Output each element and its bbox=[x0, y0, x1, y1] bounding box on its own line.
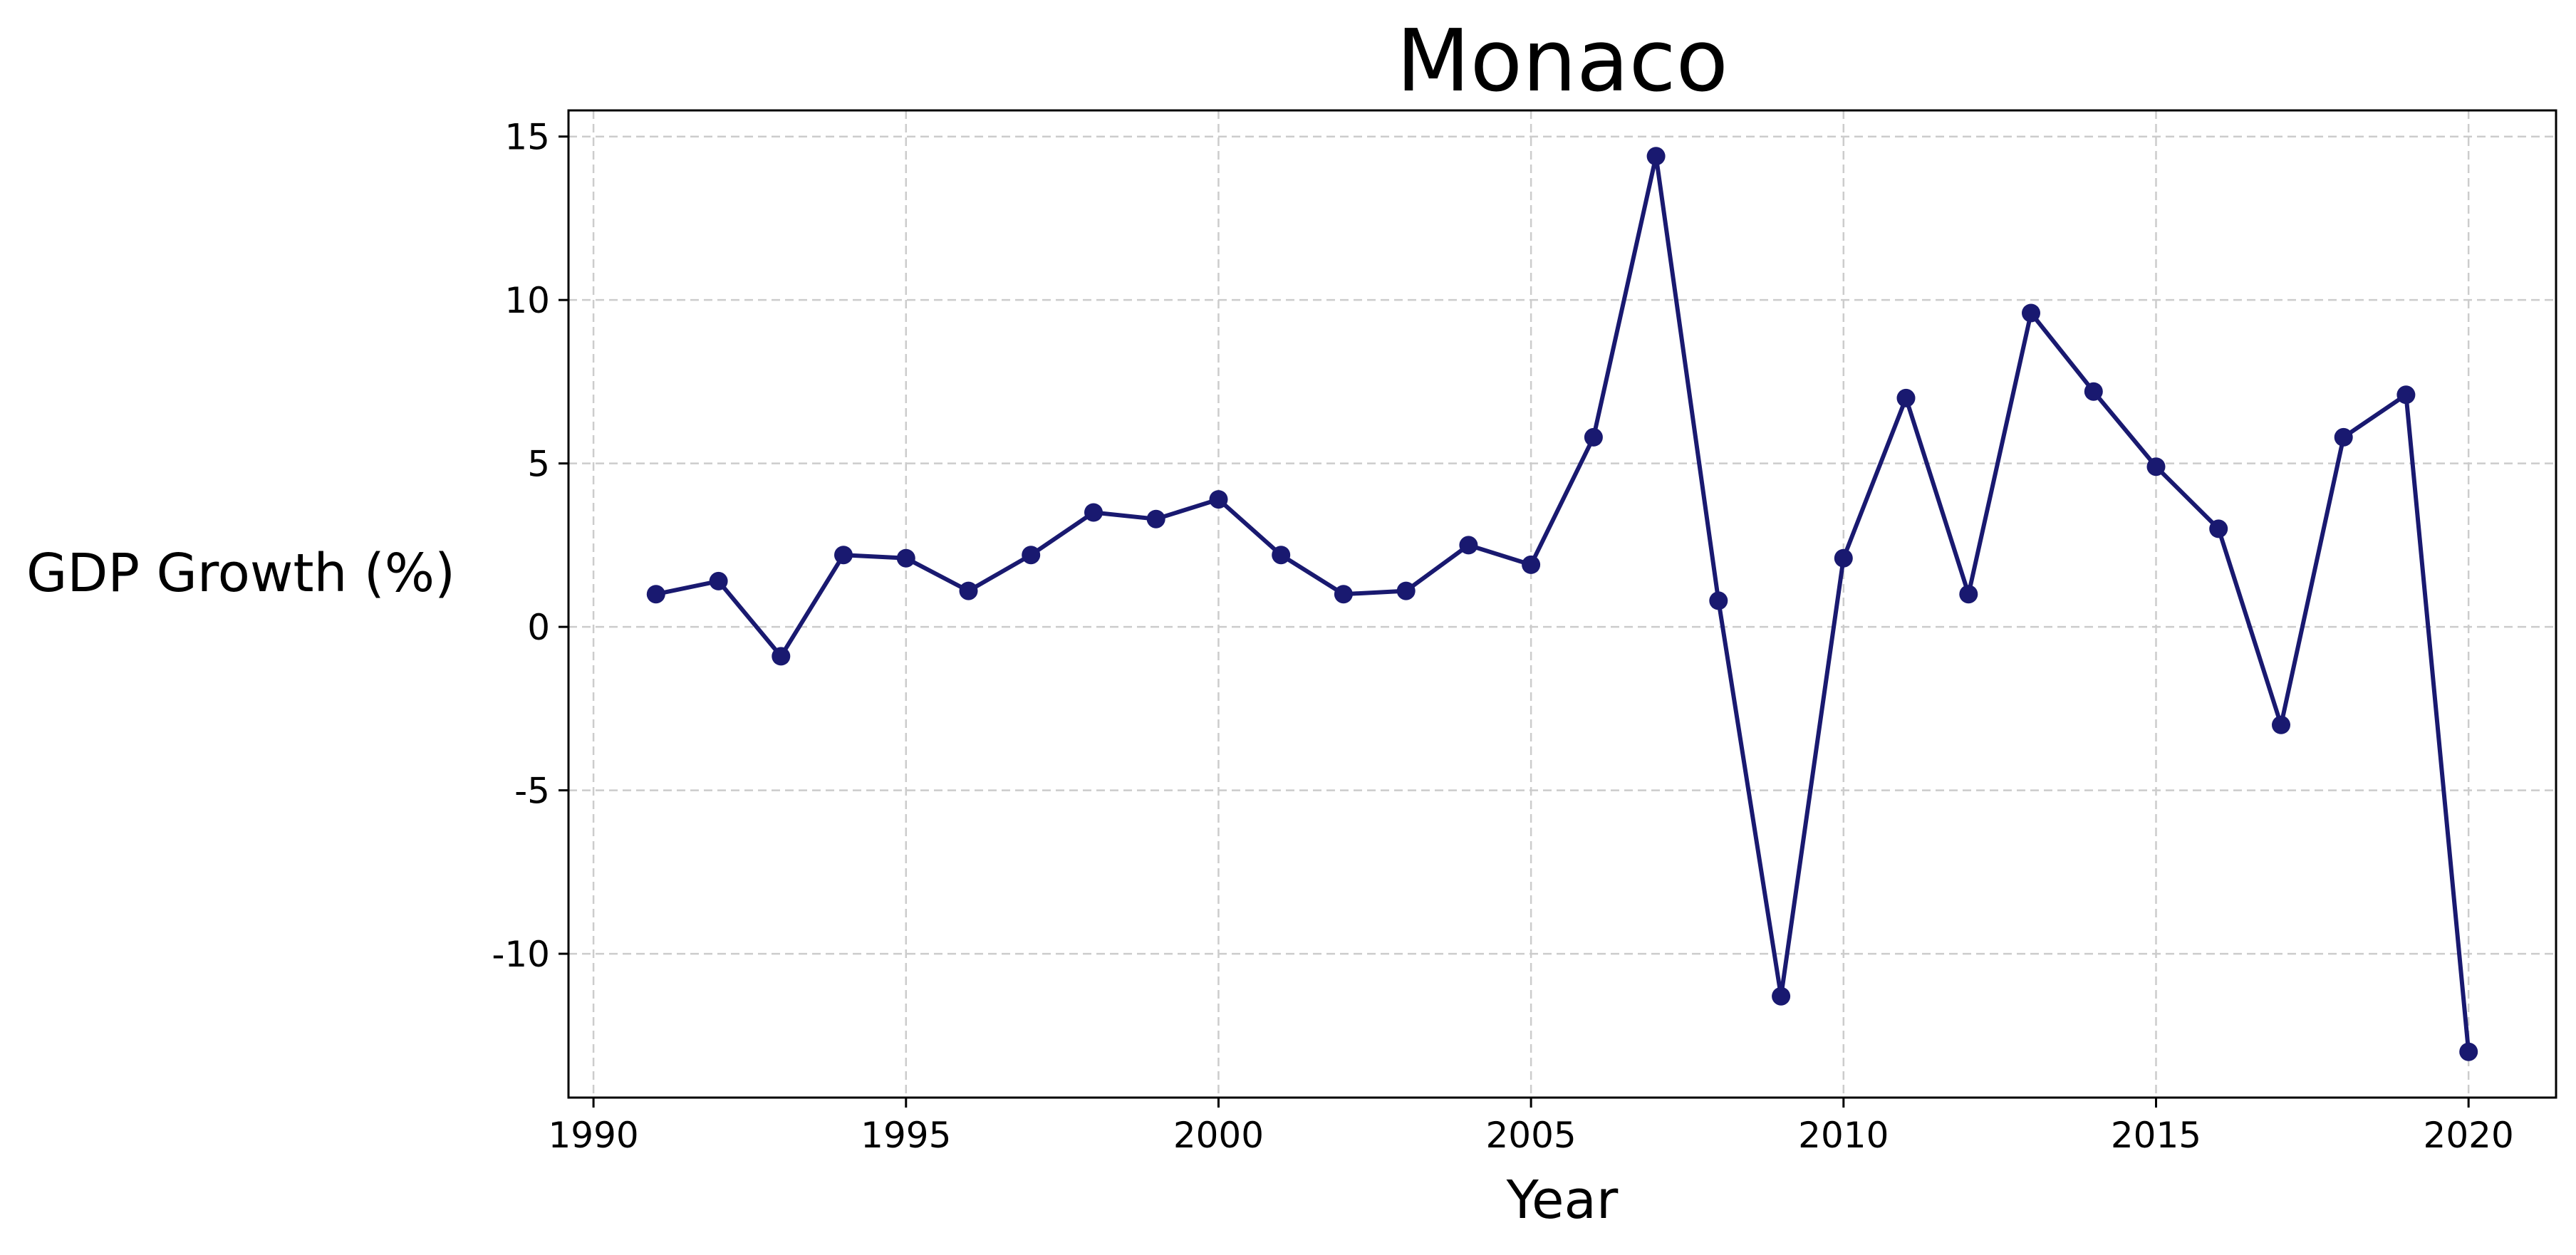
data-point bbox=[959, 581, 978, 600]
series-polyline bbox=[655, 154, 2471, 1052]
x-tick-label: 1995 bbox=[861, 1115, 951, 1156]
x-tick-label: 2020 bbox=[2424, 1115, 2514, 1156]
data-point bbox=[896, 548, 915, 568]
x-axis-label: Year bbox=[1506, 1170, 1619, 1231]
chart-title: Monaco bbox=[1396, 12, 1728, 111]
x-tick-label: 2000 bbox=[1173, 1115, 1264, 1156]
data-point bbox=[709, 571, 728, 590]
x-tick-label: 1990 bbox=[548, 1115, 638, 1156]
grid-lines bbox=[568, 110, 2556, 1098]
y-tick-label: 15 bbox=[504, 117, 550, 158]
y-tick-label: 5 bbox=[527, 444, 550, 485]
data-point bbox=[1272, 546, 1291, 565]
data-point bbox=[1146, 509, 1165, 528]
axis-ticks bbox=[559, 135, 2470, 1108]
data-point bbox=[2459, 1042, 2478, 1061]
data-point bbox=[2396, 385, 2416, 405]
y-tick-label: 10 bbox=[504, 280, 550, 321]
y-tick-label: 0 bbox=[527, 607, 550, 648]
data-point bbox=[1646, 147, 1666, 166]
data-point bbox=[1209, 490, 1228, 509]
data-point bbox=[2272, 715, 2290, 734]
data-point bbox=[1334, 585, 1353, 604]
x-tick-label: 2015 bbox=[2111, 1115, 2201, 1156]
tick-labels: 1990 1995 2000 2005 2010 2015 2020 15 10 5 0 -5 -10 bbox=[492, 117, 2513, 1156]
series-line bbox=[655, 154, 2471, 1052]
data-point bbox=[1459, 536, 1478, 555]
data-point bbox=[772, 647, 791, 666]
plot-frame bbox=[567, 109, 2557, 1099]
y-axis-label: GDP Growth (%) bbox=[26, 543, 455, 604]
data-point bbox=[1084, 503, 1103, 522]
data-point bbox=[1834, 548, 1853, 568]
y-tick-label: -10 bbox=[492, 934, 550, 975]
data-point bbox=[2022, 303, 2040, 323]
data-point bbox=[2084, 382, 2103, 401]
data-point bbox=[646, 585, 665, 604]
data-points bbox=[646, 147, 2478, 1061]
data-point bbox=[1896, 388, 1916, 407]
data-point bbox=[2209, 519, 2228, 538]
y-tick-label: -5 bbox=[514, 771, 550, 812]
data-point bbox=[2334, 427, 2353, 447]
data-point bbox=[1522, 555, 1541, 574]
x-tick-label: 2005 bbox=[1486, 1115, 1577, 1156]
data-point bbox=[1396, 581, 1416, 600]
data-point bbox=[1772, 986, 1791, 1006]
x-tick-label: 2010 bbox=[1798, 1115, 1889, 1156]
data-point bbox=[1584, 427, 1603, 447]
data-point bbox=[1709, 591, 1728, 610]
data-point bbox=[1022, 546, 1041, 565]
data-point bbox=[2146, 457, 2166, 477]
data-point bbox=[1959, 585, 1978, 604]
data-point bbox=[834, 546, 853, 565]
